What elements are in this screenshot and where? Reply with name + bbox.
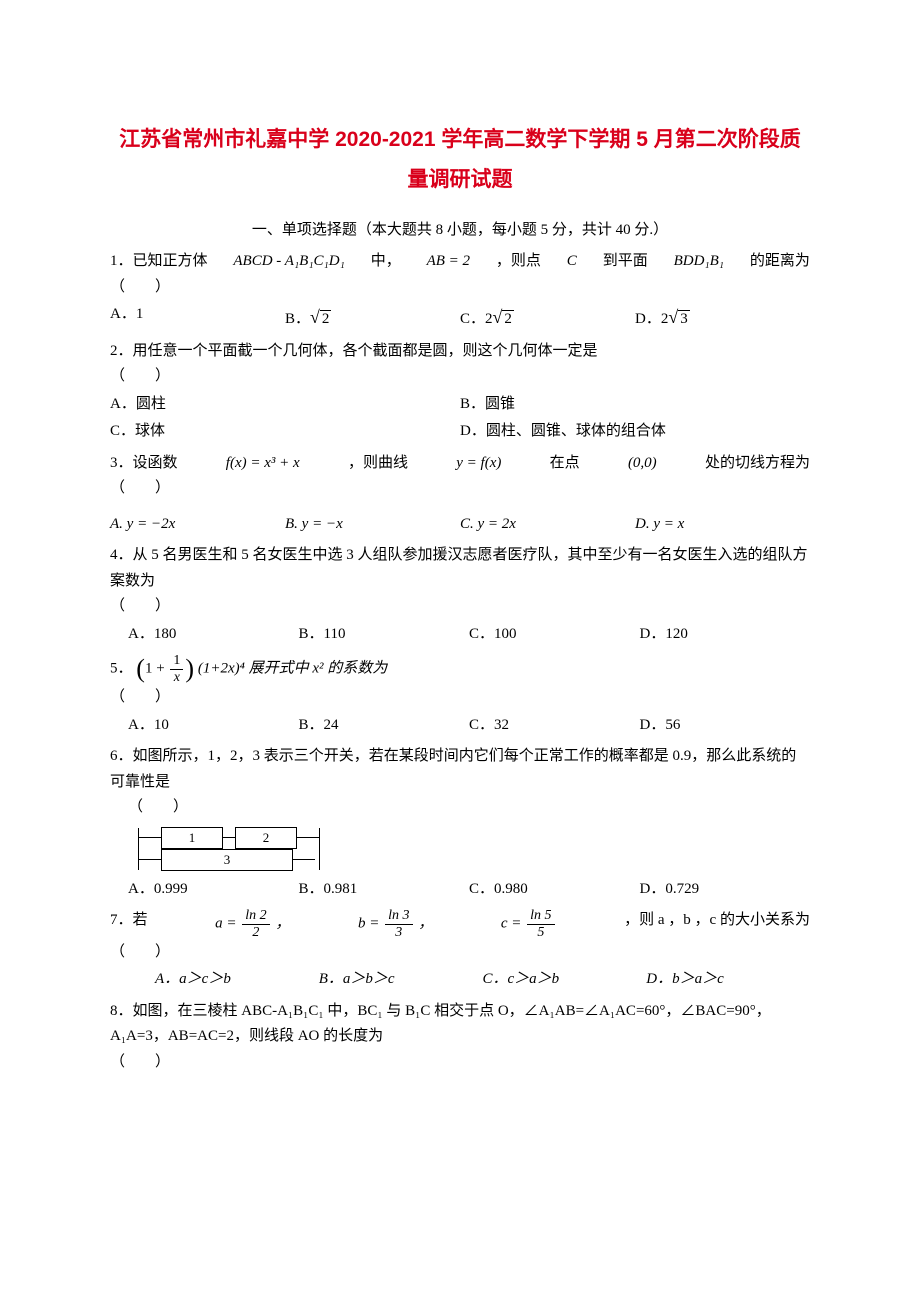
question-5: 5． (1 + 1x) (1+2x)⁴ 展开式中 x² 的系数为 （ ） A．1… [110, 653, 810, 738]
q6-opt-b: B．0.981 [299, 877, 470, 903]
q6-stem: 6．如图所示，1，2，3 表示三个开关，若在某段时间内它们每个正常工作的概率都是… [110, 748, 796, 790]
q7-opt-c: C．c＞a＞b [483, 967, 647, 993]
q1-expr3: C [567, 249, 577, 275]
q7-stem-a: 7．若 [110, 908, 148, 940]
q2-opt-c: C．球体 [110, 419, 460, 445]
q1-stem-c: ，则点 [496, 249, 541, 275]
q1-stem-b: 中， [371, 249, 401, 275]
q7-opt-d: D．b＞a＞c [646, 967, 810, 993]
q2-opt-a: A．圆柱 [110, 392, 460, 418]
q6-opt-c: C．0.980 [469, 877, 640, 903]
q3-blank: （ ） [110, 476, 810, 502]
question-7: 7．若 a = ln 22 ， b = ln 33 ， c = ln 55 ，则… [110, 908, 810, 993]
page-title: 江苏省常州市礼嘉中学 2020-2021 学年高二数学下学期 5 月第二次阶段质… [110, 120, 810, 200]
q5-middle: (1+2x)⁴ 展开式中 x² 的系数为 [198, 661, 387, 677]
question-8: 8．如图，在三棱柱 ABC-A₁B₁C₁ 中，BC₁ 与 B₁C 相交于点 O，… [110, 999, 810, 1076]
q2-blank: （ ） [110, 364, 810, 390]
q3-opt-c: C. y = 2x [460, 512, 635, 538]
question-1: 1．已知正方体 ABCD - A₁B₁C₁D₁ 中， AB = 2 ，则点 C … [110, 249, 810, 333]
q3-stem-c: 在点 [550, 451, 580, 477]
q5-blank: （ ） [110, 685, 810, 711]
q6-opt-a: A．0.999 [128, 877, 299, 903]
q5-opt-b: B．24 [299, 713, 470, 739]
q8-blank: （ ） [110, 1050, 810, 1076]
q4-stem: 4．从 5 名男医生和 5 名女医生中选 3 人组队参加援汉志愿者医疗队，其中至… [110, 547, 808, 589]
q2-opt-b: B．圆锥 [460, 392, 810, 418]
q6-blank: （ ） [110, 795, 810, 821]
q7-opt-b: B．a＞b＞c [319, 967, 483, 993]
question-6: 6．如图所示，1，2，3 表示三个开关，若在某段时间内它们每个正常工作的概率都是… [110, 744, 810, 902]
q2-opt-d: D．圆柱、圆锥、球体的组合体 [460, 419, 810, 445]
q3-opt-a: A. y = −2x [110, 512, 285, 538]
q1-opt-a: A．1 [110, 302, 285, 333]
q5-opt-c: C．32 [469, 713, 640, 739]
q3-opt-b: B. y = −x [285, 512, 460, 538]
q1-stem-d: 到平面 [603, 249, 648, 275]
q3-yfx: y = f(x) [456, 451, 501, 477]
question-3: 3．设函数 f(x) = x³ + x ，则曲线 y = f(x) 在点 (0,… [110, 451, 810, 538]
q5-opt-d: D．56 [640, 713, 811, 739]
question-2: 2．用任意一个平面截一个几何体，各个截面都是圆，则这个几何体一定是 （ ） A．… [110, 339, 810, 445]
q5-pre: 5． [110, 661, 133, 677]
q1-opt-b: B．2 [285, 302, 460, 333]
q3-opt-d: D. y = x [635, 512, 810, 538]
q5-opt-a: A．10 [128, 713, 299, 739]
q1-expr2: AB = 2 [427, 249, 470, 275]
q7-blank: （ ） [110, 940, 810, 966]
q1-opt-c: C．22 [460, 302, 635, 333]
q6-circuit-diagram: 12 3 [138, 827, 810, 871]
q4-opt-d: D．120 [640, 622, 811, 648]
q1-opt-d: D．23 [635, 302, 810, 333]
q3-stem-b: ，则曲线 [348, 451, 408, 477]
q7-opt-a: A．a＞c＞b [155, 967, 319, 993]
q5-frac: 1x [170, 653, 183, 685]
q8-stem: 8．如图，在三棱柱 ABC-A₁B₁C₁ 中，BC₁ 与 B₁C 相交于点 O，… [110, 999, 810, 1050]
q2-stem: 2．用任意一个平面截一个几何体，各个截面都是圆，则这个几何体一定是 [110, 339, 810, 365]
q6-opt-d: D．0.729 [640, 877, 811, 903]
q1-expr1: ABCD - A₁B₁C₁D₁ [233, 249, 344, 275]
q4-opt-a: A．180 [128, 622, 299, 648]
q4-opt-c: C．100 [469, 622, 640, 648]
q1-blank: （ ） [110, 275, 810, 301]
q7-stem-b: ，则 a ，b ，c 的大小关系为 [624, 908, 810, 940]
rparen-icon: ) [185, 654, 194, 683]
q4-opt-b: B．110 [299, 622, 470, 648]
q1-expr4: BDD₁B₁ [674, 249, 724, 275]
q3-stem-d: 处的切线方程为 [705, 451, 810, 477]
q3-stem-a: 3．设函数 [110, 451, 178, 477]
q3-fx: f(x) = x³ + x [226, 451, 300, 477]
q1-stem-a: 1．已知正方体 [110, 249, 208, 275]
question-4: 4．从 5 名男医生和 5 名女医生中选 3 人组队参加援汉志愿者医疗队，其中至… [110, 543, 810, 647]
q4-blank: （ ） [110, 594, 810, 620]
q1-stem-e: 的距离为 [750, 249, 810, 275]
lparen-icon: ( [136, 654, 145, 683]
section-1-header: 一、单项选择题（本大题共 8 小题，每小题 5 分，共计 40 分.） [110, 218, 810, 244]
q3-pt: (0,0) [628, 451, 657, 477]
